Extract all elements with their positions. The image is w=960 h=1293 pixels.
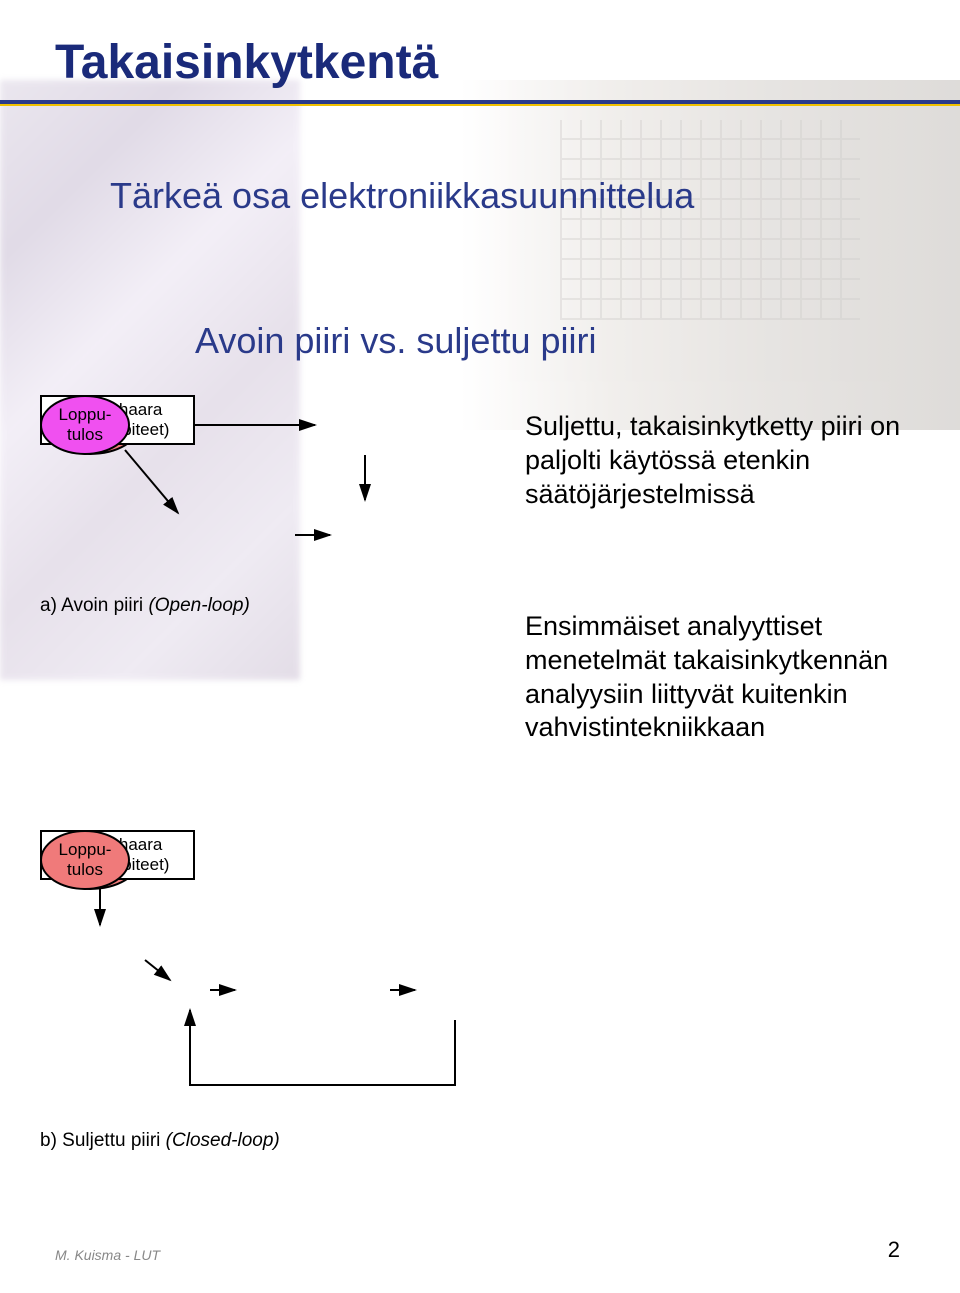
diagram-a-caption: a) Avoin piiri (Open-loop) xyxy=(40,595,250,617)
node-result-a: Loppu-tulos xyxy=(40,395,130,455)
diagram-closed-loop: Käyttäjä Tavoite/maali + - Myötähaara(to… xyxy=(40,830,510,1230)
page-number: 2 xyxy=(888,1237,900,1263)
subtitle: Tärkeä osa elektroniikkasuunnittelua xyxy=(110,175,694,217)
paragraph-1: Suljettu, takaisinkytketty piiri on palj… xyxy=(525,410,925,511)
title-underline-accent xyxy=(0,104,960,106)
bg-circuit-right xyxy=(460,80,960,430)
section-heading: Avoin piiri vs. suljettu piiri xyxy=(195,320,596,362)
node-result-b: Loppu-tulos xyxy=(40,830,130,890)
page-title: Takaisinkytkentä xyxy=(55,35,438,90)
paragraph-2: Ensimmäiset analyyttiset menetelmät taka… xyxy=(525,610,940,745)
diagram-open-loop: Käyttäjä Tavoite/maali Myötähaara(toimen… xyxy=(40,395,510,675)
diagram-b-caption: b) Suljettu piiri (Closed-loop) xyxy=(40,1130,280,1152)
footer-author: M. Kuisma - LUT xyxy=(55,1247,160,1263)
diagram-b-arrows xyxy=(40,830,510,1230)
